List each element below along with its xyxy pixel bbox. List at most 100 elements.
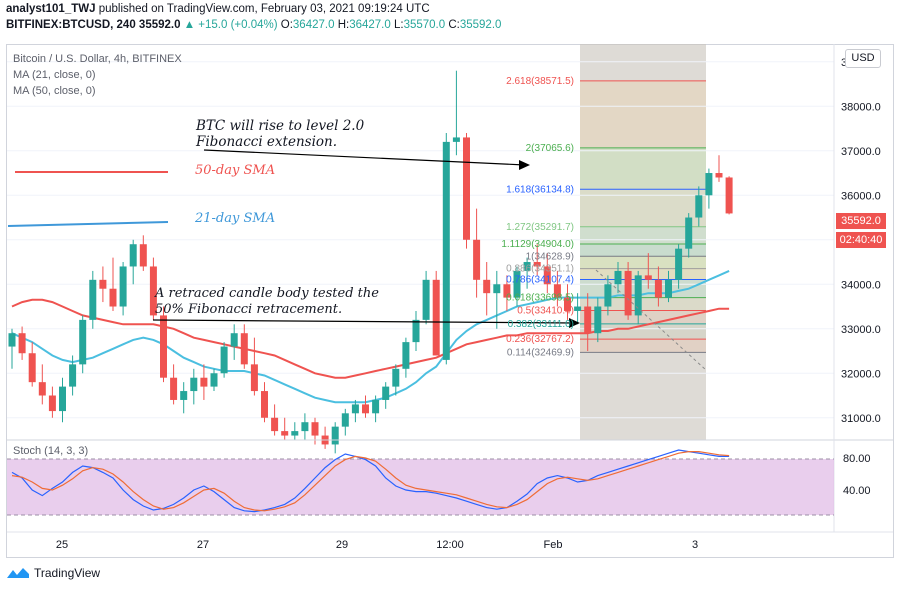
y-tick-label: 33000.0	[841, 324, 881, 336]
x-tick-label: 3	[692, 539, 698, 551]
candle-body	[210, 373, 218, 387]
candle-body	[38, 382, 46, 396]
sma50-annotation: 50-day SMA	[195, 163, 276, 178]
fib-level-label: 2.618(38571.5)	[506, 76, 574, 87]
candle-body	[422, 279, 430, 320]
candle-body	[139, 244, 147, 267]
candle-body	[79, 319, 87, 365]
fib-level-label: 0.382(33111.0)	[508, 319, 574, 330]
candle-body	[109, 288, 117, 307]
fib-ext-annotation-line1: BTC will rise to level 2.0	[196, 118, 365, 134]
candle-body	[493, 284, 501, 294]
stoch-tick-label: 40.00	[843, 485, 871, 497]
fib-band	[580, 297, 706, 311]
candle-body	[715, 173, 723, 178]
fib-level-label: 1.1129(34904.0)	[501, 239, 574, 250]
fib-band	[580, 256, 706, 269]
publish-date: published on TradingView.com, February 0…	[98, 3, 430, 15]
tradingview-logo[interactable]: TradingView	[6, 566, 100, 580]
candle-body	[725, 177, 733, 214]
symbol: BITFINEX:BTCUSD, 240	[6, 19, 136, 31]
candle-body	[331, 426, 339, 445]
ma21-legend[interactable]: MA (21, close, 0)	[13, 69, 96, 81]
candle-body	[301, 422, 309, 432]
last-price: 35592.0	[138, 19, 181, 31]
fib-band	[580, 147, 706, 190]
candle-body	[543, 266, 551, 285]
candle-body	[634, 275, 642, 316]
fib-level-label: 1(34628.9)	[526, 251, 574, 262]
candle-body	[503, 284, 511, 298]
fib-level-label: 1.618(36134.8)	[506, 184, 574, 195]
ohlc-close: C:35592.0	[448, 19, 502, 31]
fib-level-label: 0.618(33698.5)	[506, 293, 574, 304]
ohlc-open: O:36427.0	[280, 19, 335, 31]
candle-body	[513, 270, 521, 298]
candle-body	[574, 306, 582, 311]
candle-body	[604, 284, 612, 307]
candle-body	[473, 239, 481, 280]
candle-body	[99, 279, 107, 289]
candle-body	[362, 404, 369, 414]
candle-body	[291, 431, 299, 436]
candle-body	[230, 333, 238, 347]
candle-body	[160, 315, 167, 378]
fib-band	[580, 244, 706, 257]
retrace-annotation: A retraced candle body tested the 50% Fi…	[155, 286, 379, 318]
y-tick-label: 38000.0	[841, 101, 881, 113]
fib-ext-annotation-line2: Fibonacci extension.	[196, 134, 337, 150]
ma50-legend[interactable]: MA (50, close, 0)	[13, 85, 96, 97]
candle-body	[382, 386, 390, 400]
last-price-tag: 35592.0	[836, 213, 886, 229]
fib-band	[580, 80, 706, 148]
chart-title: Bitcoin / U.S. Dollar, 4h, BITFINEX	[13, 53, 182, 65]
stoch-tick-label: 80.00	[843, 453, 871, 465]
ohlc-high: H:36427.0	[337, 19, 391, 31]
candle-body	[281, 431, 289, 436]
candle-body	[18, 333, 26, 354]
candle-body	[533, 262, 541, 267]
candle-body	[594, 306, 602, 334]
candle-body	[149, 266, 157, 316]
retrace-annotation-line1: A retraced candle body tested the	[155, 286, 379, 301]
y-tick-label: 36000.0	[841, 190, 881, 202]
currency-button[interactable]: USD	[845, 49, 881, 68]
fib-band	[580, 310, 706, 324]
candle-body	[695, 195, 703, 218]
candle-body	[483, 279, 491, 294]
sma21-annotation: 21-day SMA	[195, 211, 276, 226]
candle-body	[402, 342, 410, 369]
candle-body	[392, 368, 400, 387]
y-tick-label: 31000.0	[841, 413, 881, 425]
stoch-line-k	[11, 449, 730, 513]
fib-ext-arrow	[203, 149, 526, 166]
fib-level-label: 0.114(32469.9)	[507, 347, 574, 358]
candle-body	[170, 377, 178, 400]
candle-body	[665, 279, 672, 298]
x-tick-label: 25	[56, 539, 68, 551]
tradingview-brand: TradingView	[34, 566, 101, 580]
y-tick-label: 32000.0	[841, 368, 881, 380]
candle-body	[341, 413, 349, 427]
fib-ext-arrowhead	[519, 160, 530, 170]
fib-ext-annotation: BTC will rise to level 2.0 Fibonacci ext…	[196, 118, 364, 150]
candle-body	[442, 141, 450, 360]
symbol-info: BITFINEX:BTCUSD, 240 35592.0 ▲ +15.0 (+0…	[6, 19, 501, 31]
candle-body	[69, 364, 77, 387]
candle-body	[675, 248, 683, 280]
candle-body	[89, 279, 97, 320]
retrace-annotation-line2: 50% Fibonacci retracement.	[155, 302, 343, 317]
candle-body	[240, 333, 248, 365]
candle-body	[271, 417, 279, 432]
retrace-arrow	[152, 319, 576, 324]
author: analyst101_TWJ	[6, 3, 96, 15]
candle-body	[8, 333, 16, 347]
candle-body	[180, 391, 188, 400]
stoch-legend[interactable]: Stoch (14, 3, 3)	[13, 445, 89, 457]
bar-countdown: 02:40:40	[836, 232, 886, 248]
candle-body	[261, 391, 268, 418]
candle-body	[463, 137, 470, 240]
fib-band	[580, 339, 706, 353]
x-tick-label: Feb	[544, 539, 563, 551]
